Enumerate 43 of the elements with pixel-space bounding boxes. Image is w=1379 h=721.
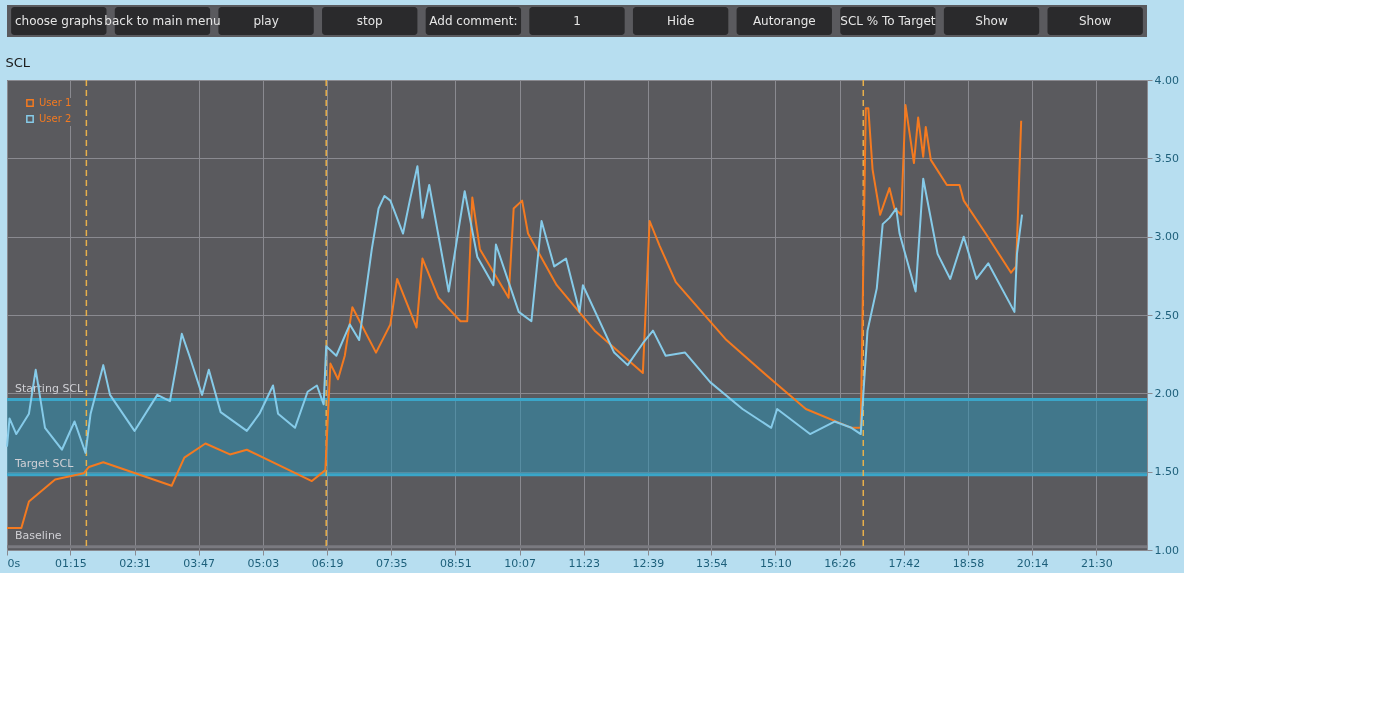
y-tick-label: 2.50 (1154, 308, 1179, 322)
y-tick-label: 4.00 (1154, 73, 1179, 87)
x-tick-label: 07:35 (375, 556, 408, 570)
chart-title: SCL (5, 55, 31, 70)
x-tick-label: 0s (7, 556, 21, 570)
text: stop (356, 14, 383, 28)
line-series (6, 165, 1024, 454)
text: Hide (666, 14, 695, 28)
ref-line-label: Target SCL (14, 456, 75, 470)
x-tick-label: 01:15 (54, 556, 87, 570)
x-tick-label: 17:42 (888, 556, 921, 570)
x-tick-label: 12:39 (632, 556, 665, 570)
y-tick-label: 1.00 (1154, 543, 1179, 557)
x-tick-label: 06:19 (311, 556, 344, 570)
x-tick-label: 08:51 (440, 556, 472, 570)
text: SCL % To Target (840, 14, 936, 28)
x-tick-label: 21:30 (1080, 556, 1113, 570)
text: play (253, 14, 279, 28)
text: back to main menu (104, 14, 221, 28)
y-tick-label: 2.00 (1154, 386, 1179, 400)
legend-label: User 1 (39, 97, 72, 108)
text: Show (975, 14, 1008, 28)
x-tick-label: 20:14 (1016, 556, 1049, 570)
x-tick-label: 03:47 (183, 556, 216, 570)
x-tick-label: 02:31 (119, 556, 151, 570)
x-tick-label: 13:54 (695, 556, 728, 570)
ref-line-label: Baseline (15, 528, 62, 542)
x-tick-label: 10:07 (504, 556, 536, 570)
text: Show (1078, 14, 1112, 28)
x-tick-label: 18:58 (952, 556, 985, 570)
x-tick-label: 15:10 (760, 556, 792, 570)
text: Autorange (752, 14, 816, 28)
y-tick-label: 1.50 (1154, 465, 1179, 479)
text: 1 (573, 14, 581, 28)
text: Add comment: (429, 14, 518, 28)
text: choose graphs (14, 14, 103, 28)
x-tick-label: 05:03 (247, 556, 280, 570)
x-tick-label: 16:26 (824, 556, 856, 570)
line-series (6, 104, 1023, 530)
y-tick-label: 3.00 (1154, 230, 1179, 244)
legend-label: User 2 (39, 113, 72, 124)
y-tick-label: 3.50 (1154, 151, 1179, 165)
x-tick-label: 11:23 (568, 556, 601, 570)
